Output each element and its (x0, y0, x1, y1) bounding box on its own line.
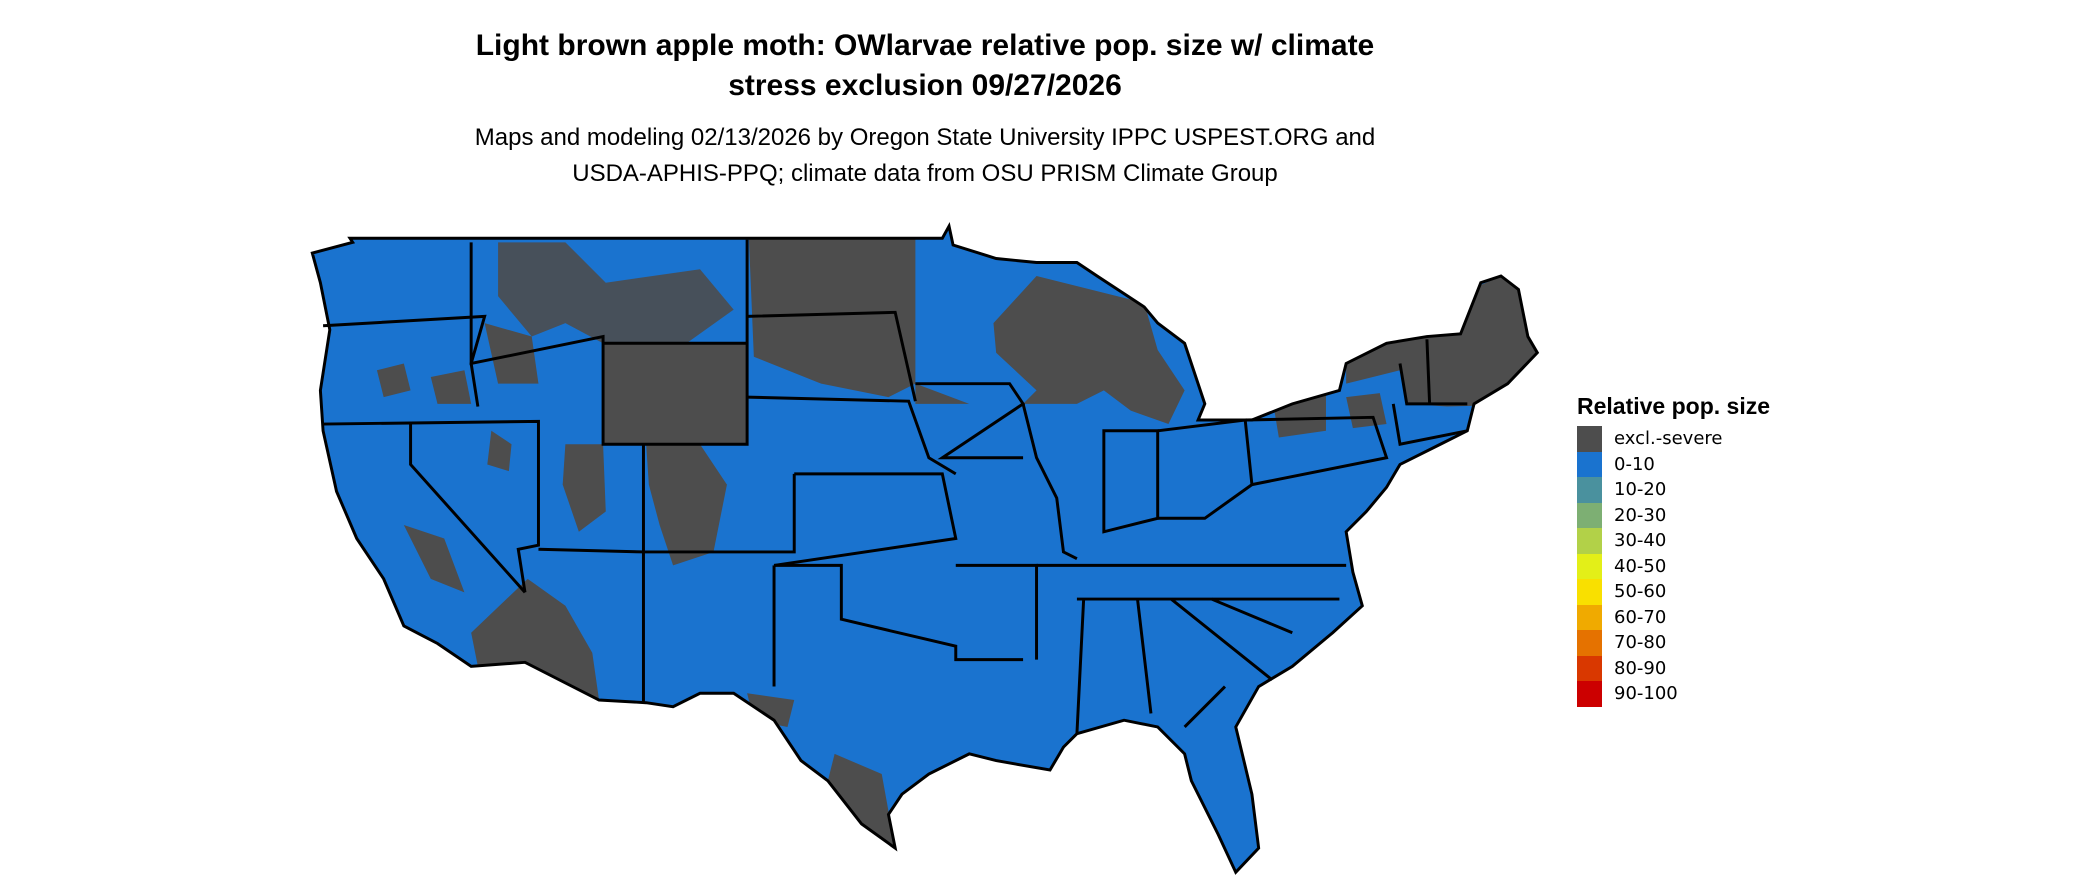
legend-item: 60-70 (1577, 604, 1770, 630)
legend-item: 40-50 (1577, 553, 1770, 579)
legend-swatch (1577, 604, 1602, 630)
legend-item: excl.-severe (1577, 426, 1770, 452)
map-title: Light brown apple moth: OWlarvae relativ… (325, 26, 1525, 106)
legend-swatch (1577, 579, 1602, 605)
map-subtitle: Maps and modeling 02/13/2026 by Oregon S… (325, 120, 1525, 192)
legend-label: 30-40 (1614, 530, 1667, 552)
legend-label: 40-50 (1614, 555, 1667, 577)
legend-swatch (1577, 630, 1602, 656)
legend-item: 10-20 (1577, 477, 1770, 503)
legend-label: 70-80 (1614, 632, 1667, 654)
excluded-severe-areas (376, 226, 1538, 849)
legend-item: 90-100 (1577, 681, 1770, 707)
legend-label: 60-70 (1614, 606, 1667, 628)
legend-swatch (1577, 477, 1602, 503)
legend-swatch (1577, 553, 1602, 579)
legend-swatch (1577, 528, 1602, 554)
legend-item: 80-90 (1577, 655, 1770, 681)
legend-label: 10-20 (1614, 479, 1667, 501)
legend-swatch (1577, 681, 1602, 707)
legend-title: Relative pop. size (1577, 393, 1771, 419)
legend-label: 90-100 (1614, 683, 1678, 705)
legend-swatch (1577, 451, 1602, 477)
subtitle-line-1: Maps and modeling 02/13/2026 by Oregon S… (474, 124, 1376, 151)
legend-swatch (1577, 426, 1602, 452)
title-line-2: stress exclusion 09/27/2026 (728, 69, 1122, 102)
legend-item: 20-30 (1577, 502, 1770, 528)
legend: Relative pop. size excl.-severe 0-10 10-20… (1577, 393, 1770, 707)
state-borders (310, 224, 1539, 874)
legend-label: excl.-severe (1614, 428, 1723, 450)
legend-label: 0-10 (1614, 453, 1655, 475)
legend-label: 50-60 (1614, 581, 1667, 603)
legend-item: 30-40 (1577, 528, 1770, 554)
subtitle-line-2: USDA-APHIS-PPQ; climate data from OSU PR… (572, 160, 1278, 187)
legend-item: 0-10 (1577, 451, 1770, 477)
legend-label: 80-90 (1614, 657, 1667, 679)
title-line-1: Light brown apple moth: OWlarvae relativ… (475, 29, 1375, 62)
legend-swatch (1577, 502, 1602, 528)
legend-swatch (1577, 655, 1602, 681)
legend-label: 20-30 (1614, 504, 1667, 526)
legend-item: 50-60 (1577, 579, 1770, 605)
legend-item: 70-80 (1577, 630, 1770, 656)
